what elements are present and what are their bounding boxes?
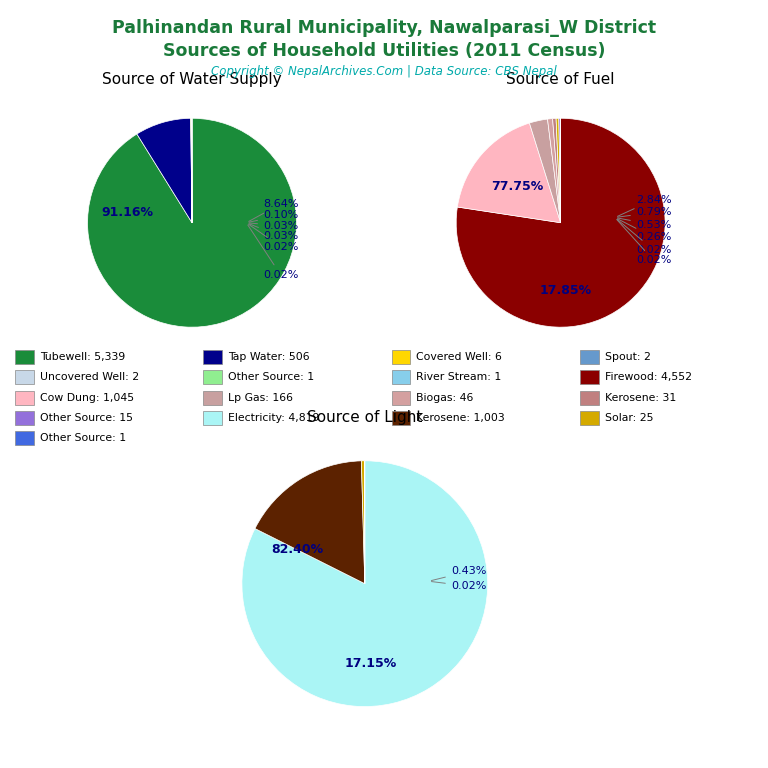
Text: 0.79%: 0.79%: [617, 207, 671, 217]
Text: Tubewell: 5,339: Tubewell: 5,339: [40, 352, 125, 362]
Text: Covered Well: 6: Covered Well: 6: [416, 352, 502, 362]
Text: Uncovered Well: 2: Uncovered Well: 2: [40, 372, 139, 382]
Wedge shape: [559, 118, 561, 223]
FancyBboxPatch shape: [580, 369, 598, 383]
FancyBboxPatch shape: [204, 369, 222, 383]
FancyBboxPatch shape: [392, 412, 410, 425]
Text: 0.53%: 0.53%: [617, 218, 671, 230]
FancyBboxPatch shape: [580, 390, 598, 405]
FancyBboxPatch shape: [15, 432, 34, 445]
FancyBboxPatch shape: [392, 349, 410, 363]
Text: 0.03%: 0.03%: [249, 221, 298, 231]
FancyBboxPatch shape: [580, 412, 598, 425]
FancyBboxPatch shape: [392, 390, 410, 405]
FancyBboxPatch shape: [15, 390, 34, 405]
Title: Source of Fuel: Source of Fuel: [506, 72, 615, 87]
Text: Spout: 2: Spout: 2: [604, 352, 650, 362]
Text: Lp Gas: 166: Lp Gas: 166: [228, 392, 293, 402]
Wedge shape: [456, 118, 665, 327]
Text: Solar: 25: Solar: 25: [604, 413, 653, 423]
FancyBboxPatch shape: [15, 369, 34, 383]
Text: 0.43%: 0.43%: [432, 566, 486, 581]
Text: 0.10%: 0.10%: [249, 210, 298, 222]
Wedge shape: [548, 118, 561, 223]
Text: 0.02%: 0.02%: [617, 220, 671, 265]
Wedge shape: [255, 461, 365, 584]
Wedge shape: [529, 119, 561, 223]
Text: Biogas: 46: Biogas: 46: [416, 392, 474, 402]
Text: 0.02%: 0.02%: [432, 581, 486, 591]
Wedge shape: [242, 461, 488, 707]
Text: Other Source: 15: Other Source: 15: [40, 413, 133, 423]
FancyBboxPatch shape: [204, 349, 222, 363]
Text: 17.85%: 17.85%: [540, 284, 592, 297]
Wedge shape: [190, 118, 192, 223]
Text: Tap Water: 506: Tap Water: 506: [228, 352, 310, 362]
FancyBboxPatch shape: [580, 349, 598, 363]
Title: Source of Light: Source of Light: [307, 410, 422, 425]
Wedge shape: [553, 118, 561, 223]
Text: 82.40%: 82.40%: [271, 543, 323, 556]
Text: Kerosene: 1,003: Kerosene: 1,003: [416, 413, 505, 423]
Text: Other Source: 1: Other Source: 1: [228, 372, 314, 382]
Text: 0.26%: 0.26%: [617, 219, 671, 243]
Wedge shape: [137, 118, 192, 223]
Text: Cow Dung: 1,045: Cow Dung: 1,045: [40, 392, 134, 402]
Text: 17.15%: 17.15%: [345, 657, 397, 670]
Text: 8.64%: 8.64%: [249, 199, 299, 221]
Text: 77.75%: 77.75%: [491, 180, 543, 193]
FancyBboxPatch shape: [15, 412, 34, 425]
FancyBboxPatch shape: [204, 390, 222, 405]
Wedge shape: [88, 118, 296, 327]
Text: 2.84%: 2.84%: [617, 195, 671, 217]
Text: Palhinandan Rural Municipality, Nawalparasi_W District: Palhinandan Rural Municipality, Nawalpar…: [112, 19, 656, 37]
Text: Other Source: 1: Other Source: 1: [40, 433, 126, 443]
Text: River Stream: 1: River Stream: 1: [416, 372, 502, 382]
Text: 0.02%: 0.02%: [249, 224, 299, 252]
Text: Kerosene: 31: Kerosene: 31: [604, 392, 676, 402]
Wedge shape: [362, 461, 365, 584]
Wedge shape: [458, 123, 561, 223]
FancyBboxPatch shape: [392, 369, 410, 383]
Text: 91.16%: 91.16%: [101, 206, 154, 219]
Text: 0.02%: 0.02%: [248, 225, 299, 280]
Wedge shape: [556, 118, 561, 223]
Title: Source of Water Supply: Source of Water Supply: [102, 72, 282, 87]
FancyBboxPatch shape: [204, 412, 222, 425]
Text: Copyright © NepalArchives.Com | Data Source: CBS Nepal: Copyright © NepalArchives.Com | Data Sou…: [211, 65, 557, 78]
FancyBboxPatch shape: [15, 349, 34, 363]
Text: Firewood: 4,552: Firewood: 4,552: [604, 372, 691, 382]
Text: 0.02%: 0.02%: [617, 220, 671, 255]
Text: Sources of Household Utilities (2011 Census): Sources of Household Utilities (2011 Cen…: [163, 42, 605, 60]
Text: Electricity: 4,819: Electricity: 4,819: [228, 413, 319, 423]
Text: 0.03%: 0.03%: [249, 223, 298, 241]
